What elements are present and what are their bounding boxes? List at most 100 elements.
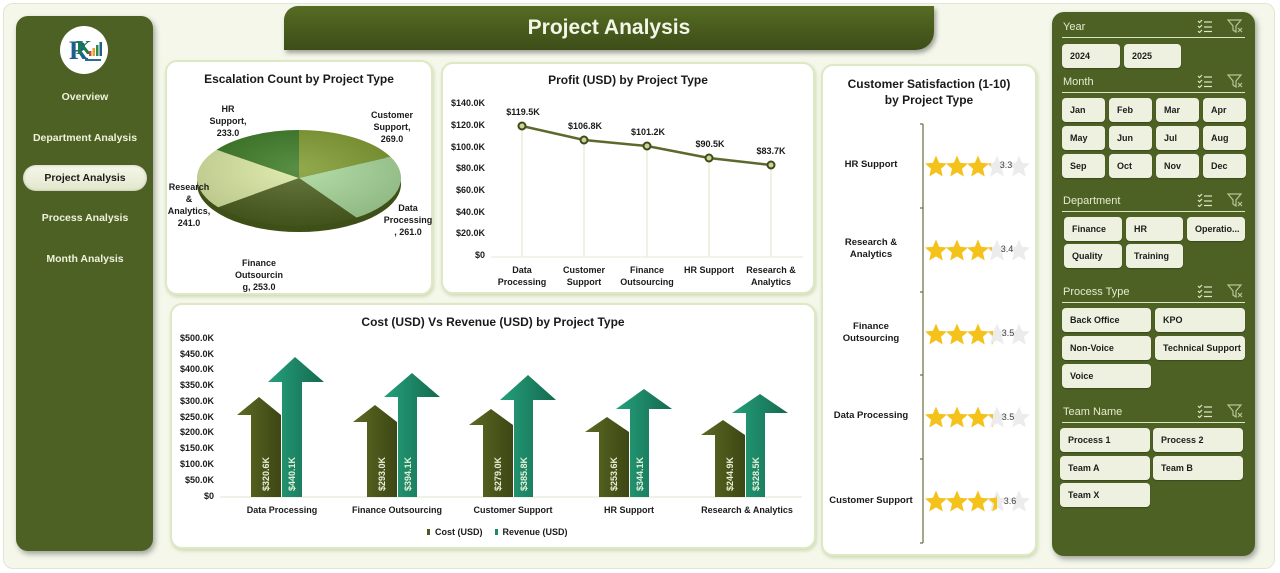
pie-label-research-analytics: Research & Analytics, 241.0	[167, 182, 211, 228]
escalation-pie-card: Escalation Count by Project Type Custome…	[165, 60, 433, 295]
filter-team-process-1[interactable]: Process 1	[1060, 428, 1150, 452]
y-tick: $350.0K	[179, 380, 214, 390]
data-label: $90.5K	[695, 139, 725, 149]
filter-dept-operations[interactable]: Operatio...	[1187, 217, 1245, 241]
svg-text:$344.1K: $344.1K	[635, 456, 645, 491]
y-tick: $100.0K	[179, 459, 214, 469]
escalation-pie-chart	[196, 130, 402, 232]
clear-filter-icon[interactable]	[1227, 284, 1243, 298]
filter-year-2024[interactable]: 2024	[1062, 44, 1120, 68]
data-label: 3.5	[1001, 328, 1015, 338]
slicer-title: Process Type	[1063, 286, 1130, 298]
slicer-team-name-header: Team Name	[1062, 403, 1245, 423]
y-tick: $500.0K	[179, 333, 214, 343]
filter-process-voice[interactable]: Voice	[1062, 364, 1151, 388]
chart-title: Profit (USD) by Project Type	[548, 73, 708, 87]
x-label: Customer Support	[473, 505, 553, 515]
logo-icon: R K	[69, 36, 102, 65]
legend-item-cost: Cost (USD)	[427, 527, 483, 537]
data-label: $83.7K	[756, 146, 786, 156]
filter-process-non-voice[interactable]: Non-Voice	[1062, 336, 1151, 360]
satisfaction-star-chart	[920, 123, 1030, 544]
nav-department-analysis[interactable]: Department Analysis	[32, 132, 138, 144]
y-label: Finance Outsourcing	[842, 321, 900, 344]
svg-text:$328.5K: $328.5K	[751, 456, 761, 491]
y-label: HR Support	[844, 159, 898, 170]
satisfaction-card: Customer Satisfaction (1-10) by Project …	[821, 64, 1037, 556]
y-tick: $50.0K	[184, 475, 214, 485]
data-label: 3.6	[1003, 496, 1017, 506]
slicer-title: Month	[1063, 76, 1094, 88]
filter-dept-hr[interactable]: HR	[1126, 217, 1183, 241]
clear-filter-icon[interactable]	[1227, 74, 1243, 88]
filter-month-apr[interactable]: Apr	[1203, 98, 1246, 122]
x-label: Finance Outsourcing	[351, 505, 442, 515]
slicer-title: Team Name	[1063, 406, 1123, 418]
filter-process-kpo[interactable]: KPO	[1155, 308, 1245, 332]
slicer-year-header: Year	[1062, 18, 1245, 38]
bar-value-labels: $320.6K $440.1K $293.0K $394.1K $279.0K …	[261, 456, 761, 491]
y-tick: $20.0K	[455, 228, 485, 238]
svg-text:R: R	[69, 36, 88, 65]
chart-legend: Cost (USD) Revenue (USD)	[427, 527, 568, 537]
y-tick: $400.0K	[179, 364, 214, 374]
filter-month-aug[interactable]: Aug	[1203, 126, 1246, 150]
filter-team-a[interactable]: Team A	[1060, 456, 1150, 480]
multi-select-icon[interactable]	[1197, 193, 1213, 207]
legend-swatch-revenue	[494, 529, 498, 535]
svg-text:$394.1K: $394.1K	[403, 456, 413, 491]
clear-filter-icon[interactable]	[1227, 193, 1243, 207]
clear-filter-icon[interactable]	[1227, 19, 1243, 33]
cost-revenue-card: Cost (USD) Vs Revenue (USD) by Project T…	[170, 303, 816, 549]
data-label: $106.8K	[567, 121, 603, 131]
nav-project-analysis[interactable]: Project Analysis	[23, 165, 147, 191]
filter-team-b[interactable]: Team B	[1153, 456, 1243, 480]
filter-month-nov[interactable]: Nov	[1156, 154, 1199, 178]
multi-select-icon[interactable]	[1197, 284, 1213, 298]
filter-month-jul[interactable]: Jul	[1156, 126, 1199, 150]
y-label: Research & Analytics	[844, 237, 898, 260]
y-tick: $140.0K	[450, 98, 485, 108]
slicer-title: Year	[1063, 21, 1086, 33]
filter-panel: Year 2024 2025 Month Jan Feb Mar Apr May…	[1052, 12, 1255, 556]
chart-title: Cost (USD) Vs Revenue (USD) by Project T…	[361, 315, 625, 329]
filter-month-dec[interactable]: Dec	[1203, 154, 1246, 178]
data-label: $101.2K	[630, 127, 666, 137]
filter-month-mar[interactable]: Mar	[1156, 98, 1199, 122]
svg-text:$320.6K: $320.6K	[261, 456, 271, 491]
filter-month-oct[interactable]: Oct	[1109, 154, 1152, 178]
y-tick: $40.0K	[455, 207, 485, 217]
y-tick: $150.0K	[179, 443, 214, 453]
data-label: 3.5	[1001, 412, 1015, 422]
filter-process-technical-support[interactable]: Technical Support	[1155, 336, 1245, 360]
multi-select-icon[interactable]	[1197, 19, 1213, 33]
legend-swatch-cost	[427, 529, 430, 535]
pie-label-hr-support: HR Support, 233.0	[209, 104, 247, 138]
filter-team-x[interactable]: Team X	[1060, 483, 1150, 507]
nav-overview[interactable]: Overview	[61, 91, 109, 103]
slicer-department-header: Department	[1062, 192, 1245, 212]
data-label: 3.4	[1000, 244, 1014, 254]
filter-dept-quality[interactable]: Quality	[1064, 244, 1122, 268]
filter-month-may[interactable]: May	[1062, 126, 1105, 150]
filter-process-back-office[interactable]: Back Office	[1062, 308, 1151, 332]
x-label: Data Processing	[246, 505, 318, 515]
pie-label-data-processing: Data Processing, 261.0	[383, 203, 433, 237]
filter-dept-training[interactable]: Training	[1126, 244, 1183, 268]
y-tick: $0	[203, 491, 214, 501]
filter-dept-finance[interactable]: Finance	[1064, 217, 1122, 241]
multi-select-icon[interactable]	[1197, 404, 1213, 418]
filter-team-process-2[interactable]: Process 2	[1153, 428, 1243, 452]
filter-month-jun[interactable]: Jun	[1109, 126, 1152, 150]
filter-month-sep[interactable]: Sep	[1062, 154, 1105, 178]
nav-month-analysis[interactable]: Month Analysis	[46, 253, 124, 265]
nav-process-analysis[interactable]: Process Analysis	[41, 212, 129, 224]
filter-year-2025[interactable]: 2025	[1124, 44, 1181, 68]
filter-month-feb[interactable]: Feb	[1109, 98, 1152, 122]
filter-month-jan[interactable]: Jan	[1062, 98, 1105, 122]
clear-filter-icon[interactable]	[1227, 404, 1243, 418]
y-tick: $60.0K	[455, 185, 485, 195]
multi-select-icon[interactable]	[1197, 74, 1213, 88]
page-title: Project Analysis	[527, 16, 691, 39]
bar-group-customer-support	[469, 375, 556, 497]
